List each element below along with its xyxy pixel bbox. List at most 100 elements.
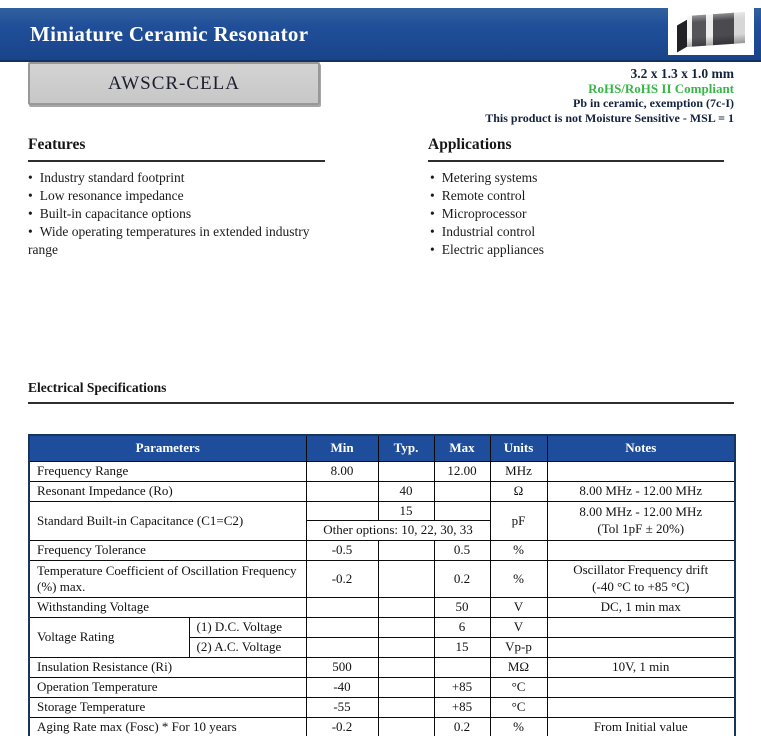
product-photo [668, 4, 754, 55]
col-header-units: Units [489, 434, 548, 462]
col-header-min: Min [305, 434, 379, 462]
notes-line: 8.00 MHz - 12.00 MHz [579, 504, 703, 520]
min-cell: -0.2 [305, 716, 379, 736]
col-header-parameters: Parameters [28, 434, 307, 462]
table-header-row: Parameters Min Typ. Max Units Notes [28, 434, 736, 462]
max-cell: 0.5 [433, 539, 491, 561]
application-text: Industrial control [441, 224, 536, 239]
electrical-specifications-heading: Electrical Specifications [28, 380, 734, 404]
max-cell: +85 [433, 676, 491, 698]
bullet-icon: • [430, 242, 435, 257]
col-header-typ: Typ. [377, 434, 435, 462]
min-cell: 500 [305, 656, 379, 678]
feature-text: Built-in capacitance options [39, 206, 192, 221]
features-heading: Features [28, 136, 325, 162]
list-item: • Microprocessor [430, 205, 730, 223]
min-cell: -55 [305, 696, 379, 718]
param-cell: Standard Built-in Capacitance (C1=C2) [28, 500, 307, 541]
application-text: Metering systems [441, 170, 538, 185]
feature-text: Low resonance impedance [39, 188, 184, 203]
param-cell: Voltage Rating [28, 616, 190, 658]
max-cell: 50 [433, 596, 491, 618]
product-dimensions: 3.2 x 1.3 x 1.0 mm [630, 66, 735, 81]
bullet-icon: • [430, 170, 435, 185]
spec-row-operation-temperature: Operation Temperature -40 +85 °C [28, 676, 736, 698]
typ-cell: 15 [377, 500, 435, 521]
applications-list: • Metering systems • Remote control • Micro… [430, 169, 730, 259]
units-cell: % [489, 559, 548, 598]
col-header-notes: Notes [546, 434, 736, 462]
spec-row-aging-rate: Aging Rate max (Fosc) * For 10 years -0.… [28, 716, 736, 736]
feature-text: Industry standard footprint [39, 170, 185, 185]
notes-cell: Oscillator Frequency drift (-40 °C to +8… [546, 559, 736, 598]
units-cell: V [489, 616, 548, 638]
list-item: • Built-in capacitance options [28, 205, 340, 223]
list-item: • Remote control [430, 187, 730, 205]
electrical-specifications-table: Parameters Min Typ. Max Units Notes Freq… [28, 434, 736, 736]
page-title: Miniature Ceramic Resonator [30, 22, 309, 46]
title-banner: Miniature Ceramic Resonator [0, 8, 761, 62]
bullet-icon: • [28, 170, 33, 185]
param-cell: Frequency Tolerance [28, 539, 307, 561]
units-cell: pF [489, 500, 548, 541]
spec-row-withstanding-voltage: Withstanding Voltage 50 V DC, 1 min max [28, 596, 736, 618]
bullet-icon: • [430, 224, 435, 239]
chip-front-face [687, 11, 745, 47]
bullet-icon: • [430, 188, 435, 203]
sub-param-cell: (1) D.C. Voltage [188, 616, 307, 638]
list-item: • Industry standard footprint [28, 169, 340, 187]
spec-row-frequency-range: Frequency Range 8.00 12.00 MHz [28, 460, 736, 482]
list-item: • Industrial control [430, 223, 730, 241]
bullet-icon: • [28, 224, 33, 239]
typ-cell: 40 [377, 480, 435, 502]
list-item: • Wide operating temperatures in extended… [28, 223, 340, 259]
model-number-plate: AWSCR-CELA [28, 62, 320, 105]
param-cell: Aging Rate max (Fosc) * For 10 years [28, 716, 307, 736]
spec-row-voltage-rating-ac: (2) A.C. Voltage 15 Vp-p [29, 636, 736, 658]
spec-row-temp-coefficient: Temperature Coefficient of Oscillation F… [28, 559, 736, 598]
application-text: Electric appliances [441, 242, 545, 257]
product-info-block: 3.2 x 1.3 x 1.0 mm RoHS/RoHS II Complian… [485, 66, 734, 126]
spec-row-storage-temperature: Storage Temperature -55 +85 °C [28, 696, 736, 718]
notes-line: (-40 °C to +85 °C) [592, 578, 690, 594]
notes-line: (Tol 1pF ± 20%) [597, 520, 685, 536]
max-cell: +85 [433, 696, 491, 718]
spec-row-capacitance: Standard Built-in Capacitance (C1=C2) 15… [28, 500, 736, 541]
max-cell: 12.00 [433, 460, 491, 482]
units-cell: °C [489, 676, 548, 698]
units-cell: Ω [489, 480, 548, 502]
notes-cell: 10V, 1 min [546, 656, 736, 678]
units-cell: °C [489, 696, 548, 718]
features-list: • Industry standard footprint • Low resona… [28, 169, 340, 259]
notes-cell: From Initial value [546, 716, 736, 736]
min-cell: -0.2 [305, 559, 379, 598]
units-cell: MΩ [489, 656, 548, 678]
units-cell: MHz [489, 460, 548, 482]
units-cell: Vp-p [489, 636, 548, 658]
bullet-icon: • [28, 206, 33, 221]
applications-heading: Applications [428, 136, 724, 162]
units-cell: % [489, 539, 548, 561]
rohs-compliance-label: RoHS/RoHS II Compliant [588, 81, 734, 96]
notes-line: Oscillator Frequency drift [573, 562, 709, 578]
notes-cell: 8.00 MHz - 12.00 MHz [546, 480, 736, 502]
param-cell: Storage Temperature [28, 696, 307, 718]
spec-row-resonant-impedance: Resonant Impedance (Ro) 40 Ω 8.00 MHz - … [28, 480, 736, 502]
sub-param-cell: (2) A.C. Voltage [188, 636, 307, 658]
list-item: • Electric appliances [430, 241, 730, 259]
min-cell: -40 [305, 676, 379, 698]
feature-text: Wide operating temperatures in extended … [28, 224, 310, 257]
max-cell: 0.2 [433, 559, 491, 598]
bullet-icon: • [430, 206, 435, 221]
spec-row-insulation-resistance: Insulation Resistance (Ri) 500 MΩ 10V, 1… [28, 656, 736, 678]
param-cell: Operation Temperature [28, 676, 307, 698]
ceramic-resonator-image [676, 11, 746, 53]
max-cell: 6 [433, 616, 491, 638]
list-item: • Low resonance impedance [28, 187, 340, 205]
list-item: • Metering systems [430, 169, 730, 187]
pb-exemption-note: Pb in ceramic, exemption (7c-I) [573, 96, 734, 110]
spec-row-voltage-rating-dc: Voltage Rating (1) D.C. Voltage 6 V [28, 616, 736, 658]
max-cell: 0.2 [433, 716, 491, 736]
spec-row-frequency-tolerance: Frequency Tolerance -0.5 0.5 % [28, 539, 736, 561]
